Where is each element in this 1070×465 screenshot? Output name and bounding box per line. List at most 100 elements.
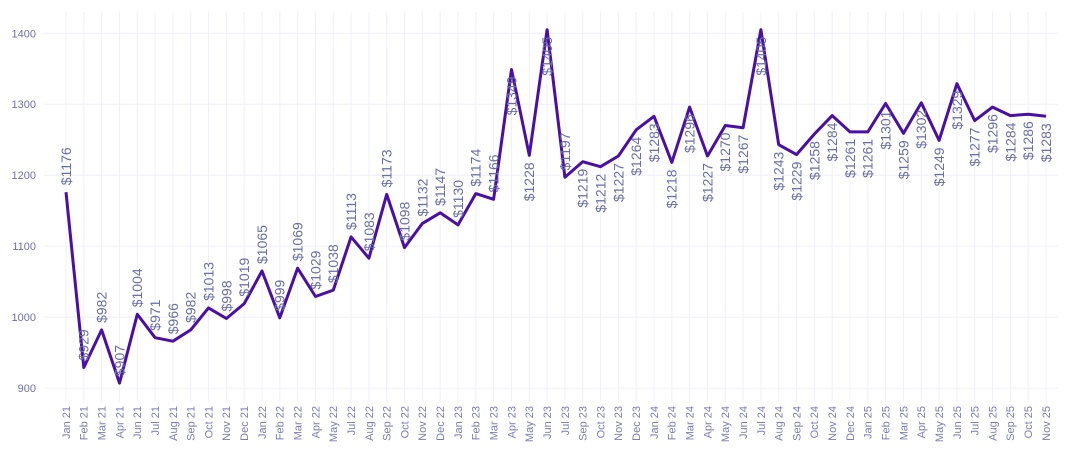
x-tick-label: Jan 22 bbox=[257, 406, 269, 439]
x-tick-label: Nov 21 bbox=[221, 406, 233, 441]
y-tick-label: 900 bbox=[18, 383, 36, 395]
x-tick-label: Nov 25 bbox=[1041, 406, 1053, 441]
x-tick-label: Dec 21 bbox=[239, 406, 251, 441]
x-tick-label: Aug 24 bbox=[774, 406, 786, 441]
x-tick-label: Aug 21 bbox=[168, 406, 180, 441]
data-label: $1019 bbox=[236, 257, 252, 296]
data-label: $1284 bbox=[824, 122, 840, 161]
data-label: $1405 bbox=[539, 37, 555, 76]
y-tick-label: 1000 bbox=[12, 312, 36, 324]
data-label: $1243 bbox=[771, 151, 787, 190]
data-label: $1004 bbox=[129, 268, 145, 307]
x-tick-label: May 25 bbox=[934, 406, 946, 442]
x-tick-label: Sep 22 bbox=[382, 406, 394, 441]
data-label: $1349 bbox=[503, 76, 519, 115]
data-label: $998 bbox=[218, 280, 234, 311]
data-label: $1264 bbox=[628, 137, 644, 176]
data-label: $1132 bbox=[414, 178, 430, 216]
data-label: $1065 bbox=[254, 225, 270, 264]
data-label: $982 bbox=[183, 292, 199, 323]
data-label: $1301 bbox=[878, 110, 894, 149]
data-label: $1286 bbox=[1020, 121, 1036, 160]
data-label: $1212 bbox=[592, 173, 608, 212]
x-tick-label: Jun 21 bbox=[132, 406, 144, 439]
data-label: $907 bbox=[111, 345, 127, 376]
x-axis-ticks: Jan 21 Feb 21 Mar 21 Apr 21 Jun 21 Jul 21 Aug … bbox=[61, 406, 1053, 442]
data-label: $1283 bbox=[1038, 123, 1054, 162]
data-label: $929 bbox=[76, 329, 92, 360]
y-gridlines bbox=[44, 32, 1058, 389]
x-tick-label: Sep 24 bbox=[791, 406, 803, 441]
data-label: $966 bbox=[165, 303, 181, 334]
x-tick-label: Oct 21 bbox=[203, 406, 215, 438]
y-axis-ticks: 900 1000 1100 1200 1300 1400 bbox=[12, 28, 36, 395]
x-tick-label: Oct 23 bbox=[595, 406, 607, 438]
y-tick-label: 1100 bbox=[12, 241, 36, 253]
x-tick-label: Sep 25 bbox=[1005, 406, 1017, 441]
data-label: $1166 bbox=[486, 154, 502, 192]
data-label: $1176 bbox=[58, 147, 74, 185]
data-label: $999 bbox=[272, 279, 288, 310]
data-label: $1038 bbox=[325, 244, 341, 283]
x-tick-label: Mar 21 bbox=[96, 406, 108, 440]
data-label: $1229 bbox=[788, 161, 804, 200]
data-label: $1228 bbox=[521, 162, 537, 201]
y-tick-label: 1200 bbox=[12, 170, 36, 182]
x-tick-label: Apr 24 bbox=[702, 406, 714, 438]
x-tick-label: Oct 25 bbox=[1023, 406, 1035, 438]
data-label: $1218 bbox=[664, 169, 680, 208]
data-label: $1277 bbox=[967, 127, 983, 166]
data-label: $971 bbox=[147, 299, 163, 330]
data-label: $1130 bbox=[450, 180, 466, 218]
x-tick-label: Mar 22 bbox=[292, 406, 304, 440]
data-label: $1302 bbox=[913, 110, 929, 149]
x-tick-label: Sep 21 bbox=[186, 406, 198, 441]
data-label: $1405 bbox=[753, 37, 769, 76]
x-tick-label: Jul 21 bbox=[150, 406, 162, 435]
x-tick-label: Apr 23 bbox=[506, 406, 518, 438]
x-tick-label: Mar 25 bbox=[898, 406, 910, 440]
x-tick-label: Oct 24 bbox=[809, 406, 821, 438]
y-tick-label: 1300 bbox=[12, 99, 36, 111]
x-tick-label: Apr 21 bbox=[114, 406, 126, 438]
data-label: $1284 bbox=[1002, 122, 1018, 161]
data-label: $1296 bbox=[984, 114, 1000, 153]
x-gridlines bbox=[65, 12, 1047, 402]
data-label: $1013 bbox=[200, 262, 216, 301]
x-tick-label: May 22 bbox=[328, 406, 340, 442]
x-tick-label: Jan 21 bbox=[61, 406, 73, 439]
data-label: $1249 bbox=[931, 147, 947, 186]
x-tick-label: Jul 23 bbox=[560, 406, 572, 435]
x-tick-label: Apr 25 bbox=[916, 406, 928, 438]
data-label: $1098 bbox=[396, 201, 412, 240]
data-label: $1174 bbox=[468, 149, 484, 187]
x-tick-label: Jul 25 bbox=[970, 406, 982, 435]
data-label: $982 bbox=[94, 292, 110, 323]
data-label: $1261 bbox=[842, 139, 858, 178]
x-tick-label: Nov 23 bbox=[613, 406, 625, 441]
x-tick-label: Jan 25 bbox=[863, 406, 875, 439]
data-label: $1197 bbox=[557, 132, 573, 170]
data-labels: $1176$929$982$907$1004$971 $966 $982$1013 $… bbox=[58, 37, 1054, 377]
data-label: $1227 bbox=[610, 163, 626, 202]
x-tick-label: Jul 22 bbox=[346, 406, 358, 435]
data-label: $1029 bbox=[307, 250, 323, 289]
data-label: $1219 bbox=[575, 169, 591, 208]
data-label: $1267 bbox=[735, 134, 751, 173]
x-tick-label: Jan 23 bbox=[453, 406, 465, 439]
x-tick-label: Jan 24 bbox=[649, 406, 661, 439]
data-label: $1296 bbox=[682, 114, 698, 153]
series-line bbox=[64, 28, 1047, 385]
data-label: $1147 bbox=[432, 168, 448, 206]
x-tick-label: Jun 24 bbox=[738, 406, 750, 439]
data-label: $1259 bbox=[895, 140, 911, 179]
x-tick-label: Aug 22 bbox=[364, 406, 376, 441]
data-label: $1261 bbox=[860, 139, 876, 178]
x-tick-label: Feb 22 bbox=[275, 406, 287, 440]
x-tick-label: Jun 23 bbox=[542, 406, 554, 439]
data-label: $1329 bbox=[949, 90, 965, 129]
x-tick-label: Sep 23 bbox=[578, 406, 590, 441]
x-tick-label: Oct 22 bbox=[399, 406, 411, 438]
x-tick-label: May 23 bbox=[524, 406, 536, 442]
